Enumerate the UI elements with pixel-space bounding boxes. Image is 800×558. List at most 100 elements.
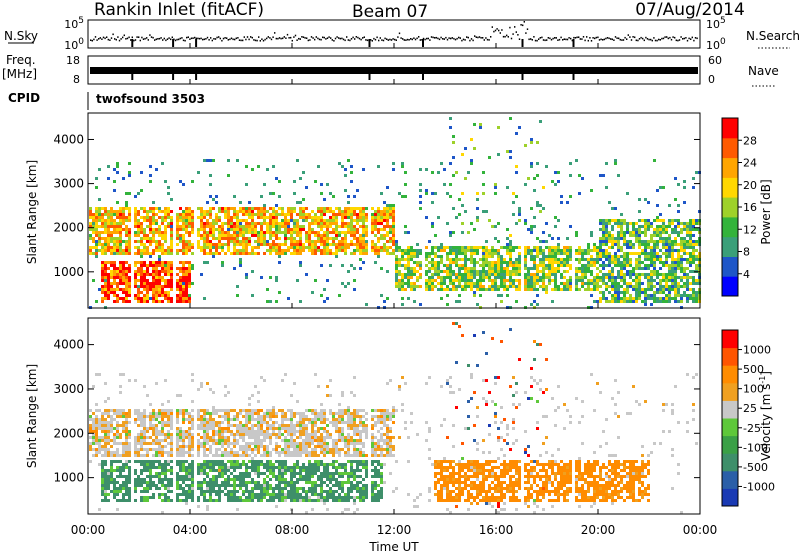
power-cell bbox=[395, 285, 398, 288]
velocity-cell bbox=[158, 460, 161, 463]
velocity-cell bbox=[110, 415, 113, 418]
velocity-cell bbox=[101, 478, 104, 481]
power-cell bbox=[692, 294, 695, 297]
nsky-point bbox=[576, 37, 577, 39]
velocity-cell bbox=[146, 442, 149, 445]
velocity-cell bbox=[212, 487, 215, 490]
power-cell bbox=[449, 195, 452, 198]
colorbar-swatch bbox=[722, 276, 738, 296]
power-cell bbox=[644, 219, 647, 222]
power-cell bbox=[425, 216, 428, 219]
power-cell bbox=[566, 282, 569, 285]
power-cell bbox=[209, 216, 212, 219]
velocity-cell bbox=[167, 460, 170, 463]
velocity-cell bbox=[119, 460, 122, 463]
nsky-point bbox=[410, 38, 411, 40]
power-cell bbox=[179, 261, 182, 264]
velocity-cell bbox=[134, 439, 137, 442]
power-cell bbox=[104, 246, 107, 249]
power-cell bbox=[614, 207, 617, 210]
power-cell bbox=[146, 285, 149, 288]
power-cell bbox=[647, 276, 650, 279]
velocity-cell bbox=[182, 430, 185, 433]
power-cell bbox=[371, 228, 374, 231]
power-cell bbox=[191, 252, 194, 255]
velocity-cell bbox=[224, 427, 227, 430]
velocity-cell bbox=[203, 439, 206, 442]
velocity-cell bbox=[146, 487, 149, 490]
velocity-cell bbox=[185, 484, 188, 487]
velocity-cell bbox=[101, 445, 104, 448]
nsky-point bbox=[220, 38, 221, 40]
velocity-cell bbox=[209, 436, 212, 439]
power-cell bbox=[482, 258, 485, 261]
power-cell bbox=[212, 243, 215, 246]
power-cell bbox=[299, 261, 302, 264]
nsky-point bbox=[167, 38, 168, 40]
nsky-point bbox=[567, 39, 568, 41]
power-cell bbox=[113, 231, 116, 234]
power-cell bbox=[323, 231, 326, 234]
velocity-cell bbox=[203, 481, 206, 484]
velocity-cell bbox=[242, 499, 245, 502]
nsky-point bbox=[95, 36, 96, 38]
power-cell bbox=[479, 258, 482, 261]
power-cell bbox=[317, 237, 320, 240]
power-cell bbox=[236, 159, 239, 162]
power-cell bbox=[404, 231, 407, 234]
velocity-cell bbox=[221, 442, 224, 445]
velocity-cell bbox=[125, 454, 128, 457]
power-cell bbox=[566, 237, 569, 240]
power-cell bbox=[329, 210, 332, 213]
power-cell bbox=[140, 270, 143, 273]
power-cell bbox=[401, 273, 404, 276]
nsky-point bbox=[136, 36, 137, 38]
power-cell bbox=[446, 264, 449, 267]
power-cell bbox=[692, 279, 695, 282]
power-cell bbox=[206, 243, 209, 246]
velocity-cell bbox=[158, 415, 161, 418]
colorbar-tick-label: 28 bbox=[743, 134, 757, 147]
power-cell bbox=[119, 234, 122, 237]
power-cell bbox=[212, 246, 215, 249]
power-cell bbox=[449, 162, 452, 165]
power-cell bbox=[539, 264, 542, 267]
nsky-point bbox=[584, 40, 585, 42]
power-cell bbox=[107, 291, 110, 294]
power-cell bbox=[143, 294, 146, 297]
power-cell bbox=[629, 258, 632, 261]
power-cell bbox=[656, 243, 659, 246]
power-cell bbox=[503, 282, 506, 285]
velocity-cell bbox=[101, 427, 104, 430]
power-cell bbox=[281, 249, 284, 252]
velocity-cell bbox=[242, 427, 245, 430]
power-cell bbox=[551, 273, 554, 276]
power-cell bbox=[176, 279, 179, 282]
velocity-cell bbox=[158, 412, 161, 415]
power-cell bbox=[275, 225, 278, 228]
velocity-cell bbox=[149, 442, 152, 445]
power-cell bbox=[347, 225, 350, 228]
power-cell bbox=[665, 276, 668, 279]
power-cell bbox=[227, 225, 230, 228]
power-cell bbox=[182, 276, 185, 279]
velocity-cell bbox=[143, 436, 146, 439]
power-cell bbox=[257, 252, 260, 255]
power-cell bbox=[533, 288, 536, 291]
power-cell bbox=[167, 249, 170, 252]
velocity-cell bbox=[122, 493, 125, 496]
velocity-cell bbox=[203, 463, 206, 466]
power-cell bbox=[602, 273, 605, 276]
power-cell bbox=[629, 294, 632, 297]
power-cell bbox=[263, 222, 266, 225]
power-cell bbox=[497, 126, 500, 129]
power-cell bbox=[170, 225, 173, 228]
nsky-point bbox=[450, 38, 451, 40]
velocity-cell bbox=[143, 478, 146, 481]
power-cell bbox=[182, 297, 185, 300]
power-cell bbox=[458, 273, 461, 276]
velocity-cell bbox=[203, 451, 206, 454]
power-cell bbox=[449, 126, 452, 129]
velocity-cell bbox=[113, 433, 116, 436]
velocity-cell bbox=[242, 481, 245, 484]
